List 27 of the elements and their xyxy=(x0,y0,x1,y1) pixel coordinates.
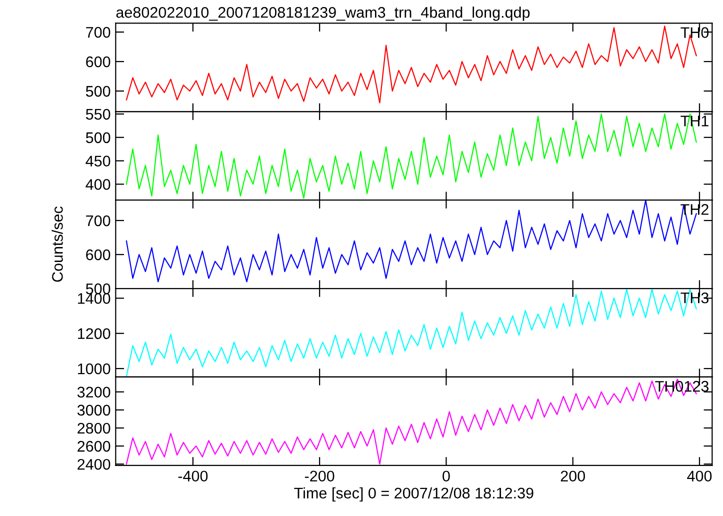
y-tick-label: 2600 xyxy=(78,440,110,452)
x-tick-label: -400 xyxy=(178,470,208,482)
x-tick-label: 0 xyxy=(442,470,450,482)
y-tick-label: 2400 xyxy=(78,458,110,470)
series-label: TH0 xyxy=(680,27,709,38)
y-tick-label: 3200 xyxy=(77,386,110,398)
y-tick-label: 700 xyxy=(86,215,110,226)
x-tick-label: 200 xyxy=(560,470,585,482)
y-tick-label: 1000 xyxy=(78,363,110,374)
x-tick-label: -200 xyxy=(304,470,334,482)
y-tick-label: 500 xyxy=(86,132,110,144)
y-tick-label: 450 xyxy=(86,156,110,166)
y-tick-label: 550 xyxy=(86,108,110,120)
y-tick-label: 2800 xyxy=(78,422,110,434)
y-tick-label: 600 xyxy=(86,56,110,68)
y-tick-label: 1400 xyxy=(78,293,110,304)
y-tick-label: 500 xyxy=(86,283,110,294)
y-tick-label: 1200 xyxy=(78,328,110,340)
y-tick-label: 600 xyxy=(86,249,110,260)
x-tick-label: 400 xyxy=(687,470,712,482)
chart-title: ae802022010_20071208181239_wam3_trn_4band_long.qdp xyxy=(116,6,530,21)
y-tick-label: 400 xyxy=(86,179,110,190)
x-axis-title: Time [sec] 0 = 2007/12/08 18:12:39 xyxy=(294,487,534,502)
y-axis-title: Counts/sec xyxy=(52,206,63,282)
y-tick-label: 700 xyxy=(86,26,110,38)
y-tick-label: 3000 xyxy=(77,404,110,416)
y-tick-label: 500 xyxy=(86,86,110,97)
